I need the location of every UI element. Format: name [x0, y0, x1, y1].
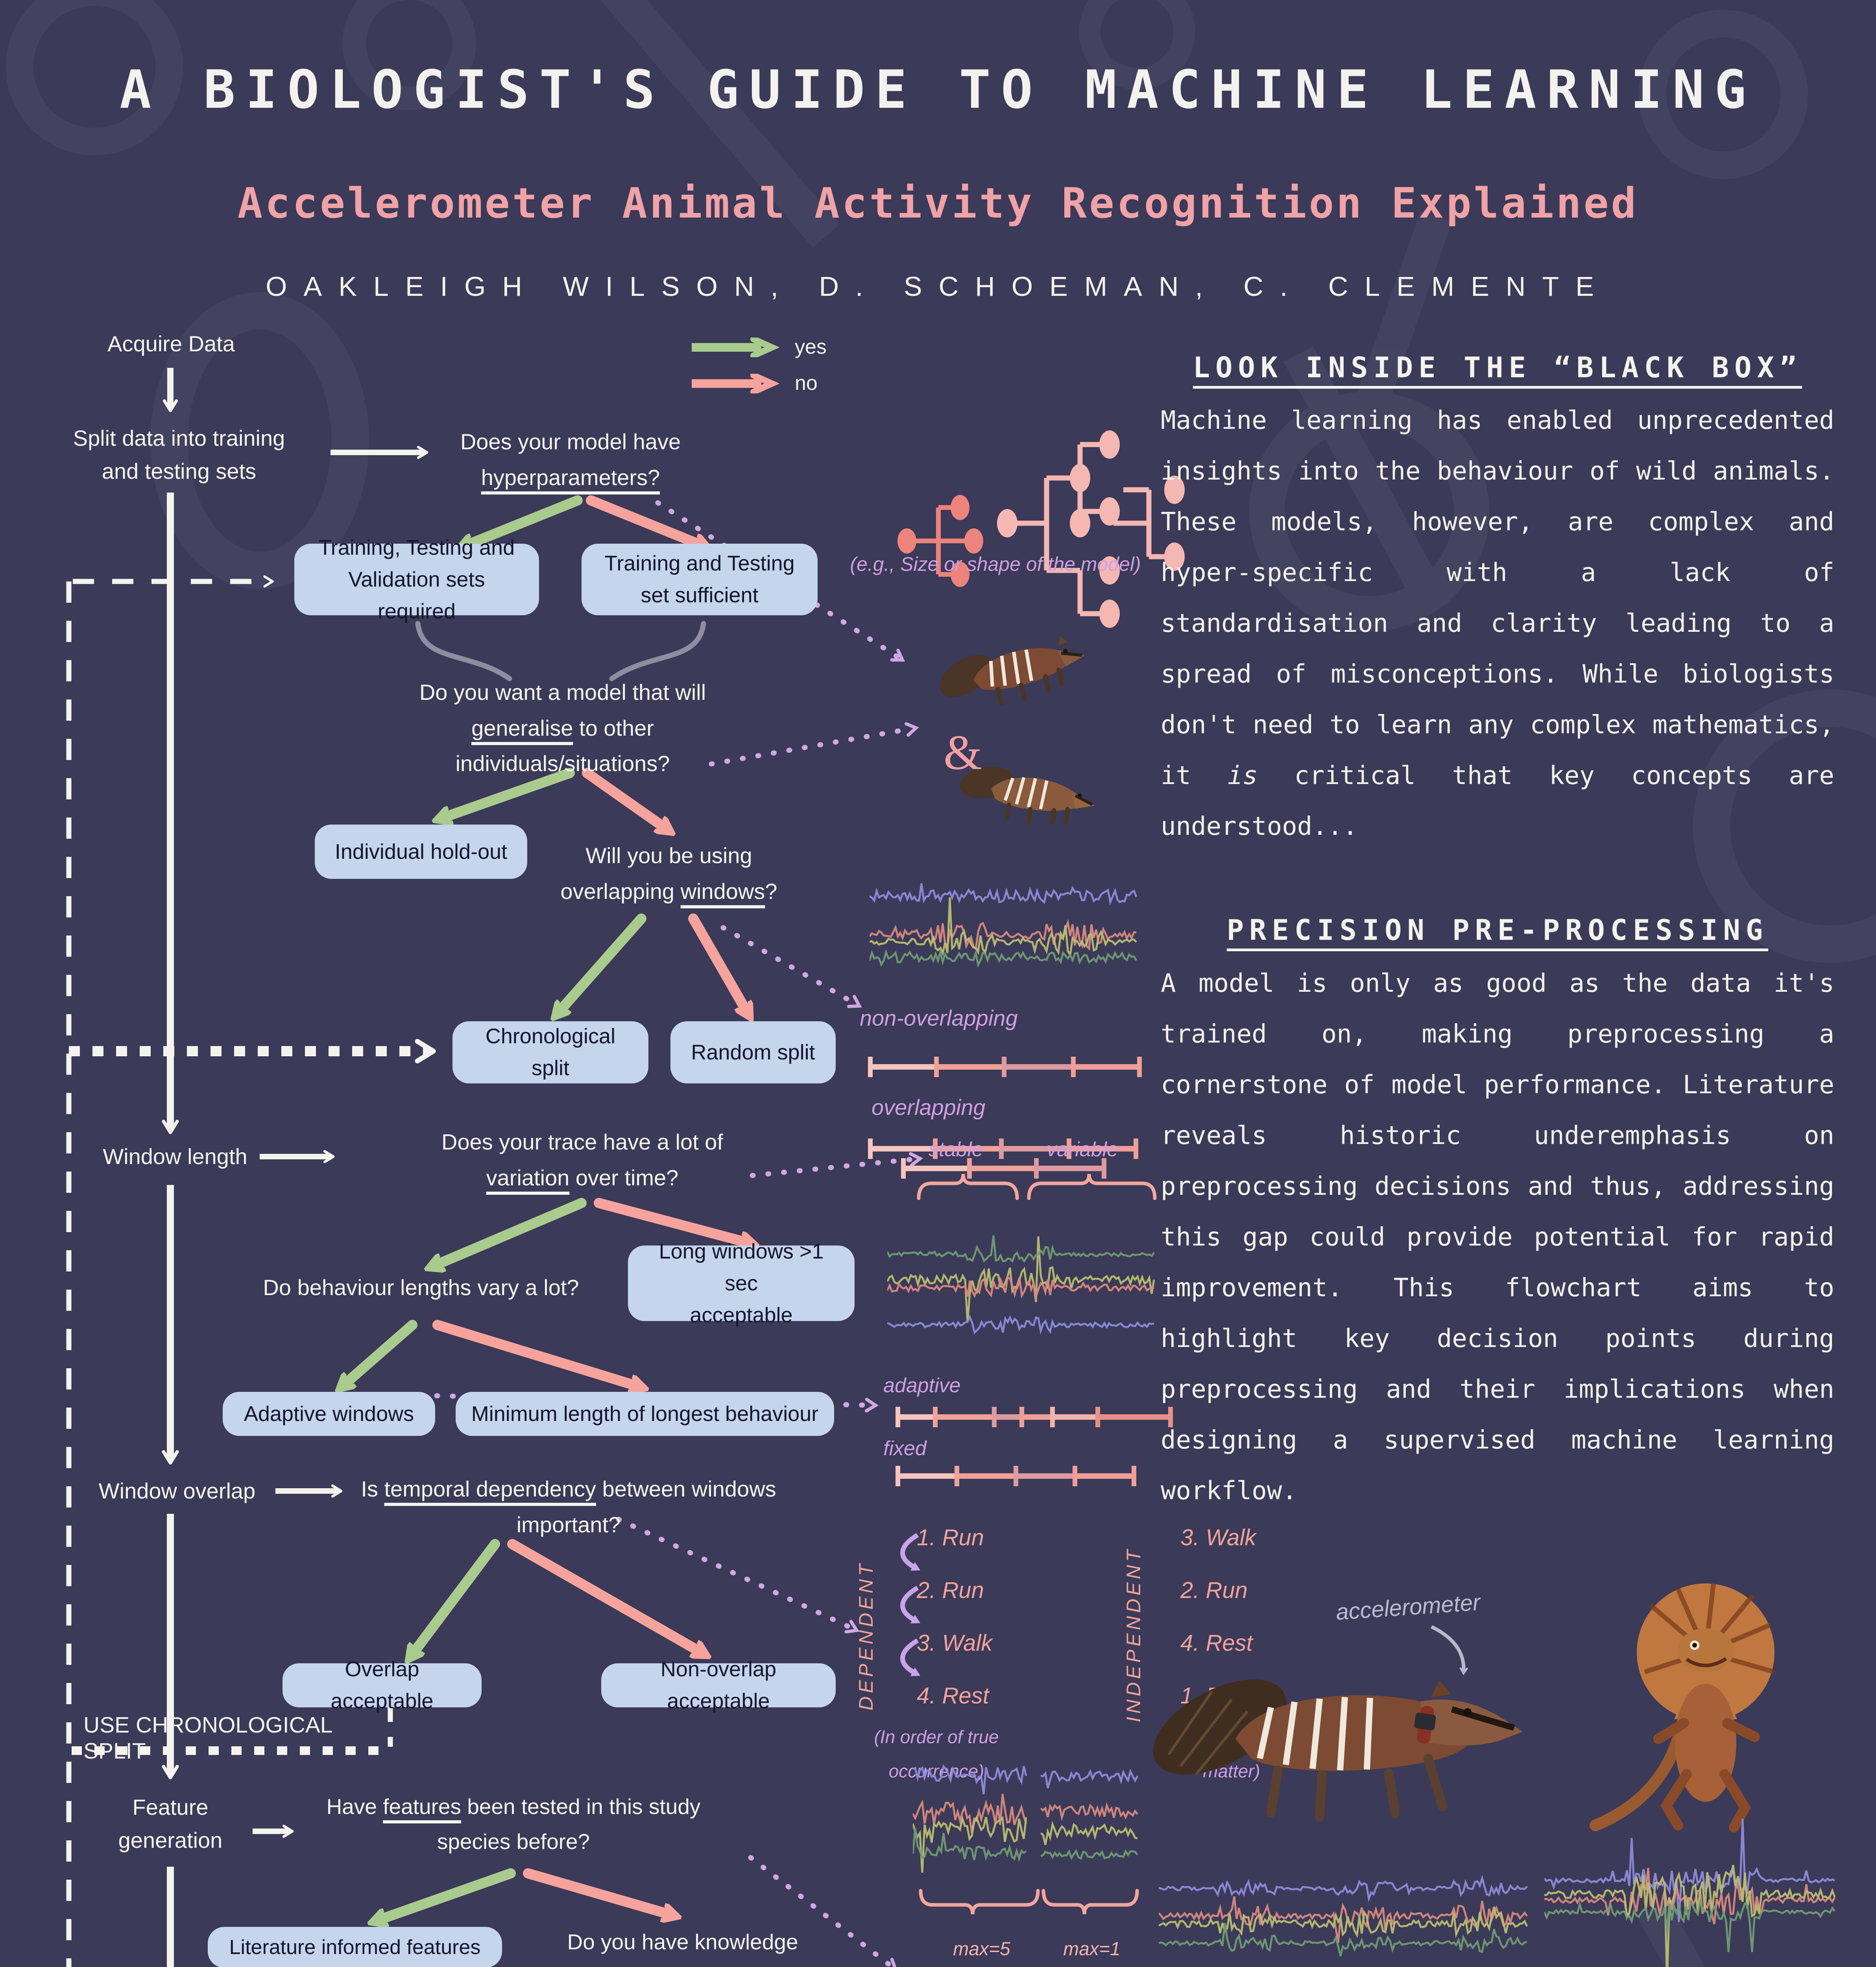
- list-dependent: 1. Run 2. Run 3. Walk 4. Rest: [917, 1511, 1047, 1722]
- heading-black-box: LOOK INSIDE THE “BLACK BOX”: [1193, 351, 1802, 384]
- question-variation: Does your trace have a lot of variation …: [441, 1129, 723, 1190]
- label-overlapping: overlapping: [872, 1095, 986, 1120]
- trace-feature-window-left: [913, 1764, 1027, 1873]
- authors-line: OAKLEIGH WILSON, D. SCHOEMAN, C. CLEMENT…: [266, 271, 1610, 302]
- node-window-length: Window length: [103, 1144, 247, 1169]
- numbat-pair-illustration: [929, 629, 1172, 850]
- grey-brace-connectors: [415, 621, 706, 681]
- numbat-photo-2: [960, 767, 1095, 825]
- sequence-arrows: [900, 1533, 921, 1676]
- node-feature-generation: Feature generation: [118, 1795, 223, 1853]
- legend-no-label: no: [795, 372, 818, 395]
- split-line1: Split data into training: [73, 426, 285, 450]
- trace-numbat-walking: [1159, 1875, 1528, 1956]
- list-item: 2. Run: [917, 1578, 984, 1603]
- box-adaptive-windows: Adaptive windows: [223, 1392, 435, 1436]
- box-training-testing-validation: Training, Testing and Validation sets req…: [294, 536, 539, 623]
- label-fixed: fixed: [883, 1437, 927, 1460]
- question-features-tested: Have features been tested in this study …: [326, 1794, 701, 1854]
- question-temporal-dependency: Is temporal dependency between windows i…: [361, 1476, 776, 1537]
- dashed-requirement-paths: [66, 575, 436, 1967]
- box-long-windows: Long windows >1 sec acceptable: [628, 1240, 855, 1327]
- legend-yes-arrow: [692, 338, 779, 357]
- model-size-icons: [897, 430, 1185, 628]
- split-line2: and testing sets: [102, 459, 257, 483]
- question-behaviour-lengths: Do behaviour lengths vary a lot?: [263, 1275, 579, 1300]
- list-item: 2. Run: [1180, 1578, 1248, 1603]
- trace-overlapping-example: [870, 883, 1137, 968]
- trace-variation-example: [887, 1235, 1155, 1335]
- page-subtitle: Accelerometer Animal Activity Recognitio…: [237, 179, 1639, 227]
- box-overlap-acceptable: Overlap acceptable: [283, 1657, 482, 1713]
- para-black-box: Machine learning has enabled unprecedent…: [1161, 406, 1835, 841]
- numbat-illustration: [1153, 1679, 1523, 1821]
- box-training-testing-sufficient: Training and Testing set sufficient: [582, 544, 818, 615]
- caption-model-shape: (e.g., Size or shape of the model): [850, 553, 1141, 575]
- list-item: 4. Rest: [1180, 1630, 1253, 1656]
- question-biomechanics: Do you have knowledge about the biomecha…: [556, 1930, 809, 1967]
- trace-feature-window-right: [1041, 1768, 1139, 1860]
- trace-lizard-walking: [1544, 1819, 1835, 1967]
- box-chronological-split: Chronological split: [452, 1021, 648, 1083]
- list-item: 1. Run: [917, 1525, 984, 1550]
- accelerometer-pointer: [1431, 1625, 1468, 1675]
- stats-left: max=5min=0 mean=3cor_xy=0.8 sk=1.3: [953, 1939, 1010, 1960]
- question-overlapping-windows: Will you be using overlapping windows?: [560, 843, 777, 904]
- white-flow-arrows: [162, 368, 428, 1967]
- list-item: 3. Walk: [917, 1630, 993, 1656]
- list-item: 4. Rest: [917, 1683, 989, 1709]
- brace-annotations: [917, 1174, 1157, 1915]
- box-nonoverlap-acceptable: Non-overlap acceptable: [601, 1657, 836, 1713]
- label-dependent: DEPENDENT: [855, 1561, 877, 1711]
- box-individual-holdout: Individual hold-out: [315, 825, 527, 879]
- para-preprocessing: A model is only as good as the data it's…: [1161, 969, 1834, 1506]
- box-literature-features: Literature informed features: [208, 1927, 502, 1967]
- list-item: 3. Walk: [1180, 1525, 1256, 1550]
- label-variable: variable: [1047, 1138, 1119, 1161]
- box-minimum-length: Minimum length of longest behaviour: [456, 1392, 834, 1436]
- label-stable: stable: [929, 1138, 983, 1161]
- node-window-overlap: Window overlap: [98, 1478, 256, 1503]
- box-random-split: Random split: [670, 1021, 836, 1083]
- yes-arrows: [343, 495, 646, 1967]
- node-split-data: Split data into training and testing set…: [43, 422, 315, 488]
- legend-no-arrow: [692, 374, 779, 393]
- question-hyperparameters: Does your model have hyperparameters?: [460, 429, 681, 490]
- note-use-chronological-split: USE CHRONOLOGICAL SPLIT: [83, 1712, 332, 1764]
- legend-yes-label: yes: [795, 336, 827, 358]
- no-arrows: [432, 495, 750, 1967]
- frilled-lizard-illustration: [1590, 1583, 1775, 1832]
- heading-preprocessing: PRECISION PRE-PROCESSING: [1226, 913, 1769, 947]
- stats-right: max=1min=0.5 mean=0.75cor_xy=0.01 sk=0.2: [1063, 1939, 1121, 1960]
- ampersand: &: [944, 725, 982, 780]
- numbat-photo-1: [940, 636, 1085, 705]
- page-title: A BIOLOGIST'S GUIDE TO MACHINE LEARNING: [119, 59, 1757, 120]
- label-adaptive: adaptive: [883, 1374, 961, 1397]
- label-non-overlapping: non-overlapping: [860, 1006, 1018, 1030]
- node-acquire-data: Acquire Data: [107, 331, 235, 356]
- question-generalise: Do you want a model that will generalise…: [419, 680, 706, 776]
- label-independent: INDEPENDENT: [1123, 1546, 1145, 1722]
